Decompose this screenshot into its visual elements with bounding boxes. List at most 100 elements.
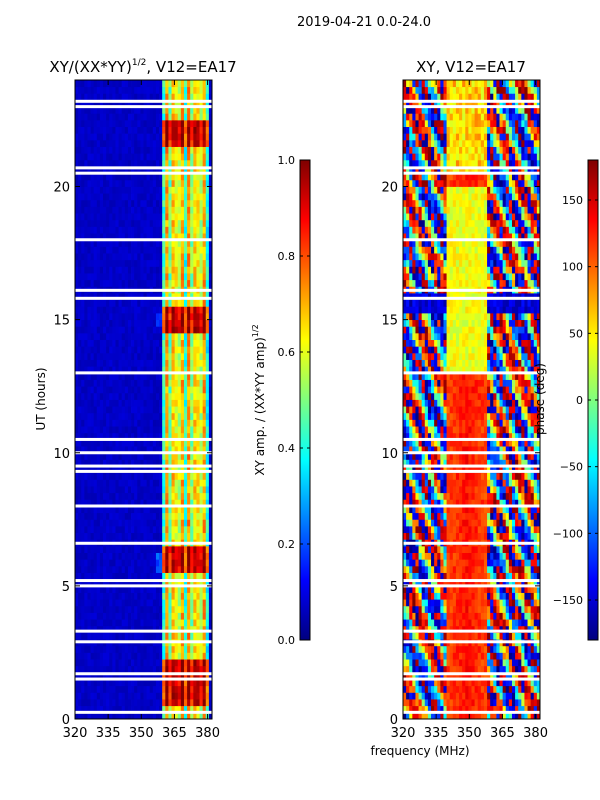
heatmap-cell — [155, 106, 160, 114]
heatmap-cell — [187, 419, 191, 427]
heatmap-cell — [81, 399, 85, 407]
heatmap-cell — [146, 486, 151, 494]
heatmap-cell — [174, 572, 179, 580]
heatmap-cell — [149, 219, 154, 227]
heatmap-cell — [177, 159, 182, 167]
heatmap-cell — [468, 659, 472, 667]
heatmap-cell — [155, 319, 160, 327]
heatmap-cell — [78, 612, 82, 620]
heatmap-cell — [208, 446, 213, 454]
heatmap-cell — [146, 86, 151, 94]
heatmap-cell — [146, 472, 151, 480]
heatmap-cell — [140, 86, 144, 94]
heatmap-cell — [103, 259, 107, 267]
heatmap-cell — [106, 632, 110, 640]
heatmap-cell — [112, 619, 116, 627]
heatmap-cell — [75, 512, 79, 520]
heatmap-cell — [124, 452, 129, 460]
heatmap-cell — [202, 319, 207, 327]
heatmap-cell — [103, 179, 107, 187]
heatmap-cell — [87, 665, 91, 673]
heatmap-cell — [205, 126, 210, 134]
heatmap-cell — [78, 139, 82, 147]
heatmap-cell — [96, 99, 101, 108]
heatmap-cell — [152, 352, 157, 360]
heatmap-cell — [474, 699, 479, 707]
heatmap-cell — [174, 625, 179, 633]
heatmap-cell — [118, 592, 123, 600]
heatmap-cell — [193, 99, 197, 108]
heatmap-cell — [146, 585, 151, 593]
heatmap-cell — [78, 492, 82, 500]
heatmap-cell — [155, 599, 160, 607]
heatmap-cell — [121, 186, 126, 194]
heatmap-cell — [159, 239, 163, 247]
heatmap-cell — [93, 106, 98, 114]
x-tick-label: 320 — [63, 726, 88, 741]
heatmap-cell — [90, 273, 95, 281]
heatmap-cell — [152, 113, 157, 121]
heatmap-cell — [115, 659, 119, 667]
heatmap-cell — [183, 652, 188, 660]
heatmap-cell — [171, 692, 176, 700]
heatmap-cell — [511, 712, 516, 720]
heatmap-cell — [155, 199, 160, 207]
heatmap-cell — [415, 619, 419, 627]
heatmap-cell — [137, 506, 141, 514]
heatmap-cell — [96, 605, 101, 613]
heatmap-cell — [434, 612, 438, 620]
heatmap-cell — [152, 432, 157, 440]
heatmap-cell — [127, 579, 132, 587]
heatmap-cell — [90, 86, 95, 94]
blank-row — [75, 171, 212, 175]
heatmap-cell — [152, 579, 157, 587]
heatmap-cell — [155, 545, 160, 553]
heatmap-cell — [190, 166, 194, 174]
heatmap-cell — [471, 619, 476, 627]
heatmap-cell — [155, 499, 160, 507]
heatmap-cell — [106, 559, 110, 567]
heatmap-cell — [168, 486, 172, 494]
heatmap-cell — [196, 186, 200, 194]
heatmap-cell — [180, 599, 185, 607]
heatmap-cell — [146, 705, 151, 713]
heatmap-cell — [112, 545, 116, 553]
heatmap-cell — [196, 326, 200, 334]
heatmap-cell — [87, 432, 91, 440]
heatmap-cell — [196, 213, 200, 221]
heatmap-cell — [208, 625, 213, 633]
heatmap-cell — [205, 645, 210, 653]
heatmap-cell — [87, 392, 91, 400]
heatmap-cell — [168, 93, 172, 101]
heatmap-cell — [180, 552, 185, 560]
heatmap-cell — [75, 399, 79, 407]
heatmap-cell — [131, 565, 135, 573]
heatmap-cell — [124, 346, 129, 354]
heatmap-cell — [434, 665, 438, 673]
heatmap-cell — [159, 699, 163, 707]
heatmap-cell — [465, 645, 469, 653]
heatmap-cell — [121, 372, 126, 380]
heatmap-cell — [427, 645, 432, 653]
heatmap-cell — [183, 612, 188, 620]
heatmap-cell — [177, 166, 182, 174]
heatmap-cell — [171, 332, 176, 340]
heatmap-cell — [187, 186, 191, 194]
heatmap-cell — [202, 392, 207, 400]
heatmap-cell — [121, 153, 126, 161]
heatmap-cell — [162, 432, 166, 440]
heatmap-cell — [152, 525, 157, 534]
heatmap-cell — [96, 86, 101, 94]
heatmap-cell — [140, 659, 144, 667]
heatmap-cell — [193, 419, 197, 427]
heatmap-cell — [75, 233, 79, 241]
heatmap-cell — [496, 692, 500, 700]
colorbar-tick-label: 0.0 — [278, 634, 296, 647]
heatmap-cell — [78, 665, 82, 673]
heatmap-cell — [140, 206, 144, 214]
heatmap-cell — [87, 352, 91, 360]
heatmap-cell — [93, 366, 98, 374]
heatmap-cell — [118, 226, 123, 234]
heatmap-cell — [124, 153, 129, 161]
heatmap-cell — [487, 685, 491, 693]
